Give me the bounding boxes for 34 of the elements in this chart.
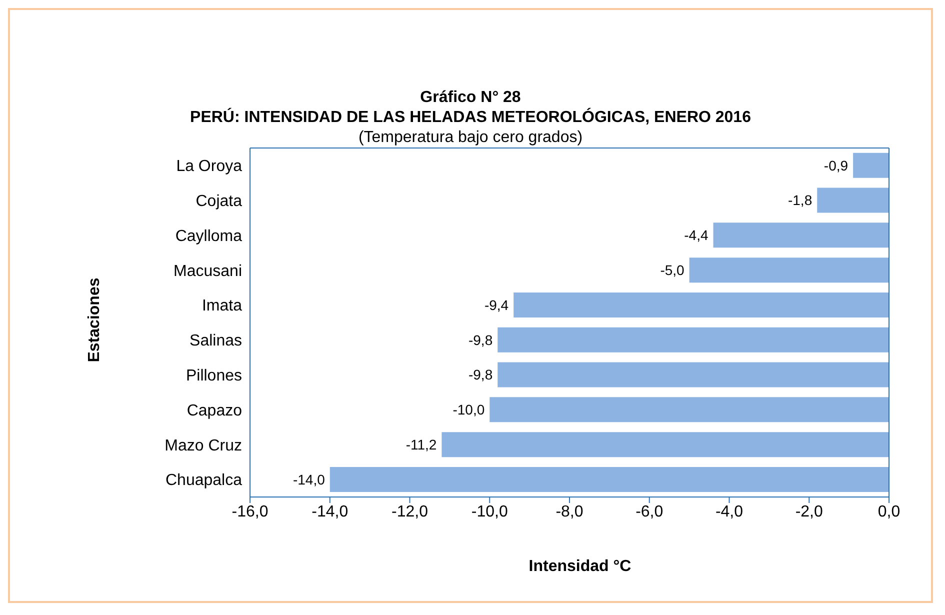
- y-tick-label: Caylloma: [175, 228, 242, 245]
- y-tick-label: Cojata: [196, 193, 242, 210]
- data-label: -9,8: [468, 332, 493, 348]
- chart-title: Gráfico N° 28: [419, 88, 522, 108]
- y-tick-label: La Oroya: [176, 158, 242, 176]
- y-tick-label: Chuapalca: [166, 472, 242, 490]
- y-tick-label: Capazo: [186, 402, 242, 420]
- x-tick-label: -2,0: [795, 503, 824, 520]
- data-label: -11,2: [406, 436, 437, 452]
- data-label: -5,0: [660, 262, 685, 278]
- data-label: -4,4: [684, 227, 708, 244]
- data-label: -9,8: [468, 366, 493, 383]
- data-label: -9,4: [484, 296, 509, 313]
- x-tick-label: -14,0: [312, 503, 348, 520]
- data-label: -14,0: [292, 471, 326, 488]
- text: (Temperatura bajo cero grados): [357, 128, 584, 148]
- x-tick-label: -16,0: [232, 503, 268, 520]
- x-tick-label: -8,0: [556, 503, 584, 520]
- chart-subtitle: PERÚ: INTENSIDAD DE LAS HELADAS METEOROLÓGICAS, ENERO 2016: [189, 108, 752, 128]
- y-tick-label: Mazo Cruz: [164, 437, 242, 454]
- x-tick-label: 0,0: [878, 503, 900, 520]
- y-tick-label: Pillones: [186, 368, 242, 385]
- x-tick-label: -4,0: [715, 503, 744, 520]
- y-tick-label: Macusani: [174, 262, 242, 280]
- y-tick-label: Salinas: [190, 332, 242, 350]
- y-tick-label: Imata: [202, 298, 242, 315]
- x-axis-title: Intensidad °C: [528, 558, 632, 576]
- data-label: -0,9: [824, 157, 848, 174]
- x-tick-label: -6,0: [636, 503, 664, 520]
- data-label: -1,8: [788, 192, 812, 208]
- x-tick-label: -10,0: [471, 503, 508, 520]
- x-tick-label: -12,0: [392, 503, 428, 520]
- y-axis-title: Estaciones: [86, 278, 104, 362]
- data-label: -10,0: [452, 402, 485, 418]
